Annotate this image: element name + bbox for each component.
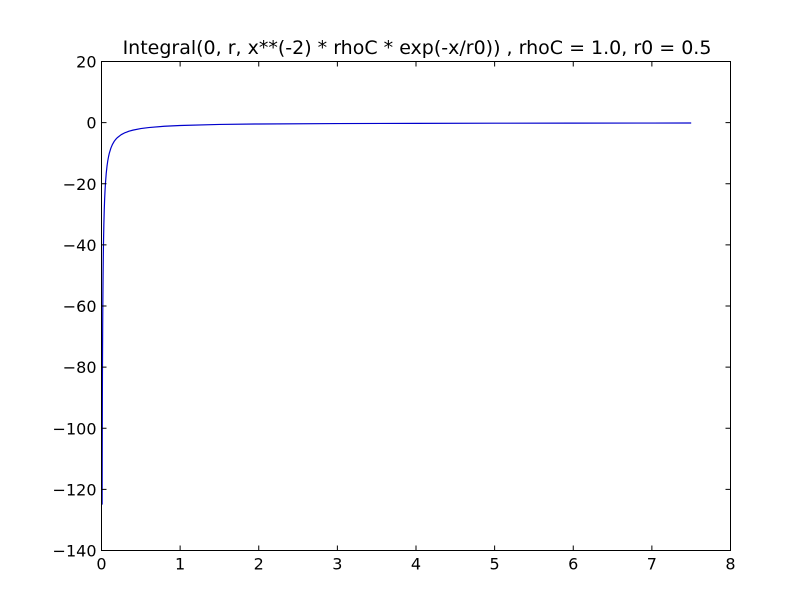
plot-area [101,61,731,551]
y-tick-label: −120 [53,480,97,499]
x-tick-label: 2 [254,555,264,574]
y-tick-label: −60 [63,297,97,316]
y-tick-label: 0 [86,114,96,133]
x-tick-label: 4 [411,555,421,574]
x-tick-label: 1 [175,555,185,574]
y-tick-label: −140 [53,542,97,561]
x-tick-label: 0 [96,555,106,574]
chart-title: Integral(0, r, x**(-2) * rhoC * exp(-x/r… [123,37,712,59]
x-tick-label: 5 [490,555,500,574]
x-tick-label: 6 [568,555,578,574]
y-tick-label: −20 [63,175,97,194]
x-tick-label: 3 [332,555,342,574]
plot-frame [101,61,731,551]
y-tick-label: −40 [63,236,97,255]
x-tick-label: 7 [647,555,657,574]
y-tick-label: −100 [53,419,97,438]
y-tick-label: 20 [76,53,96,72]
y-tick-label: −80 [63,358,97,377]
x-tick-label: 8 [725,555,735,574]
